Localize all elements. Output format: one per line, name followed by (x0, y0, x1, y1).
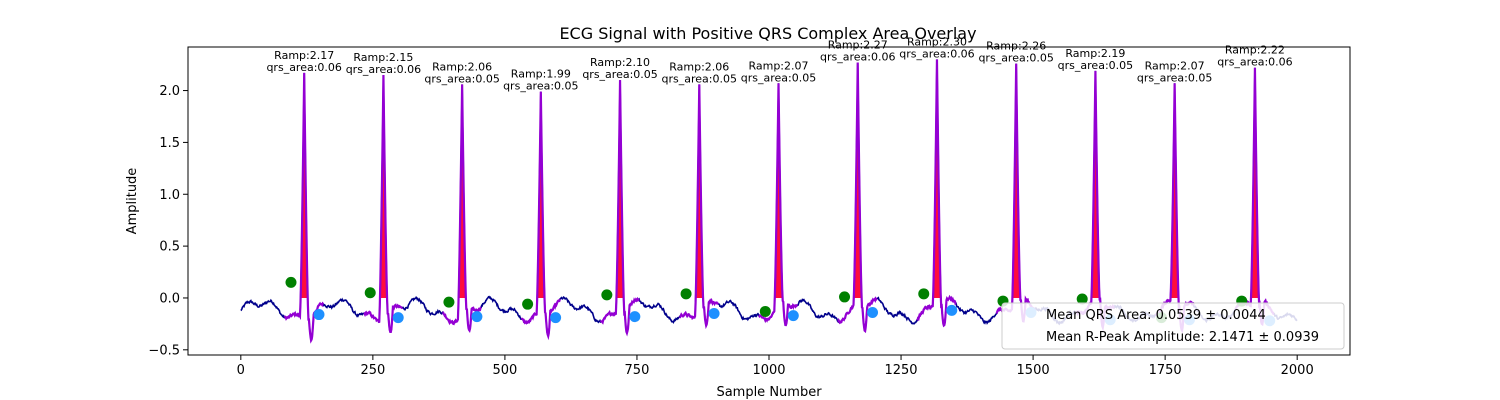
y-axis: −0.5 0.0 0.5 1.0 1.5 2.0 (148, 84, 188, 358)
qrs-segment (679, 84, 720, 330)
qrs-area-label: qrs_area:0.06 (1217, 56, 1292, 69)
ramp-label: Ramp:2.07 (748, 59, 808, 72)
ramp-label: Ramp:2.19 (1065, 47, 1125, 60)
y-axis-label: Amplitude (125, 168, 140, 235)
ramp-label: Ramp:2.17 (274, 49, 334, 62)
x-axis-label: Sample Number (716, 385, 822, 400)
qrs-segment (599, 80, 640, 337)
q-point-marker (285, 276, 297, 288)
ramp-label: Ramp:1.99 (511, 68, 571, 81)
x-tick-label: 1000 (752, 363, 785, 378)
y-tick-label: −0.5 (148, 343, 180, 358)
s-point-marker (629, 311, 641, 323)
q-point-marker (443, 296, 455, 308)
q-point-marker (839, 291, 851, 303)
ramp-label: Ramp:2.30 (907, 35, 967, 48)
y-tick-label: 0.5 (159, 240, 180, 255)
legend-mean-qrs-area: Mean QRS Area: 0.0539 ± 0.0044 (1046, 308, 1266, 323)
ramp-label: Ramp:2.06 (432, 60, 492, 73)
q-point-marker (364, 287, 376, 299)
x-tick-label: 1750 (1149, 363, 1182, 378)
q-point-marker (522, 298, 534, 310)
qrs-area-label: qrs_area:0.06 (820, 51, 895, 64)
y-tick-label: 1.0 (159, 188, 180, 203)
s-point-marker (313, 309, 325, 321)
ramp-label: Ramp:2.07 (1145, 59, 1205, 72)
ramp-label: Ramp:2.27 (828, 39, 888, 52)
s-point-marker (787, 310, 799, 322)
x-tick-label: 1250 (884, 363, 917, 378)
q-point-marker (680, 288, 692, 300)
qrs-area-label: qrs_area:0.06 (899, 47, 974, 60)
s-point-marker (946, 304, 958, 316)
ramp-label: Ramp:2.26 (986, 40, 1046, 53)
s-point-marker (392, 312, 404, 324)
qrs-area-label: qrs_area:0.05 (741, 71, 816, 84)
beat-annotations: Ramp:2.17qrs_area:0.06Ramp:2.15qrs_area:… (266, 35, 1292, 92)
x-tick-label: 1500 (1017, 363, 1050, 378)
qrs-segment (758, 83, 798, 327)
ramp-label: Ramp:2.10 (590, 56, 650, 69)
qrs-segment (363, 74, 403, 334)
x-tick-label: 0 (237, 363, 245, 378)
s-point-marker (471, 311, 483, 323)
qrs-segment (442, 84, 482, 334)
s-point-marker (867, 306, 879, 318)
x-axis: 0 250 500 750 1000 1250 1500 1750 2000 (237, 355, 1314, 378)
legend-mean-r-peak: Mean R-Peak Amplitude: 2.1471 ± 0.0939 (1046, 330, 1319, 345)
x-tick-label: 2000 (1281, 363, 1314, 378)
x-tick-label: 250 (360, 363, 385, 378)
qrs-area-label: qrs_area:0.05 (1058, 59, 1133, 72)
chart-title: ECG Signal with Positive QRS Complex Are… (559, 24, 976, 43)
qrs-area-label: qrs_area:0.05 (1137, 71, 1212, 84)
s-point-marker (550, 312, 562, 324)
qrs-area-label: qrs_area:0.05 (662, 72, 737, 85)
qrs-area-label: qrs_area:0.05 (978, 52, 1053, 65)
s-point-marker (708, 308, 720, 320)
ramp-label: Ramp:2.06 (669, 60, 729, 73)
qrs-area-label: qrs_area:0.06 (266, 61, 341, 74)
q-point-marker (759, 305, 771, 317)
y-tick-label: 0.0 (159, 291, 180, 306)
qrs-segment (837, 62, 878, 334)
qrs-segment (520, 91, 561, 341)
ramp-label: Ramp:2.15 (353, 51, 413, 64)
q-point-marker (601, 289, 613, 301)
y-tick-label: 2.0 (159, 84, 180, 99)
legend: Mean QRS Area: 0.0539 ± 0.0044 Mean R-Pe… (1001, 302, 1345, 350)
qrs-area-label: qrs_area:0.06 (346, 63, 421, 76)
qrs-segment (916, 59, 957, 328)
q-point-marker (918, 288, 930, 300)
legend-box (1001, 302, 1345, 350)
x-tick-label: 500 (492, 363, 517, 378)
x-tick-label: 750 (625, 363, 650, 378)
q-point-marker (1076, 293, 1088, 305)
qrs-area-label: qrs_area:0.05 (503, 80, 578, 93)
y-tick-label: 1.5 (159, 136, 180, 151)
qrs-area-label: qrs_area:0.05 (424, 72, 499, 85)
qrs-area-label: qrs_area:0.05 (582, 68, 657, 81)
